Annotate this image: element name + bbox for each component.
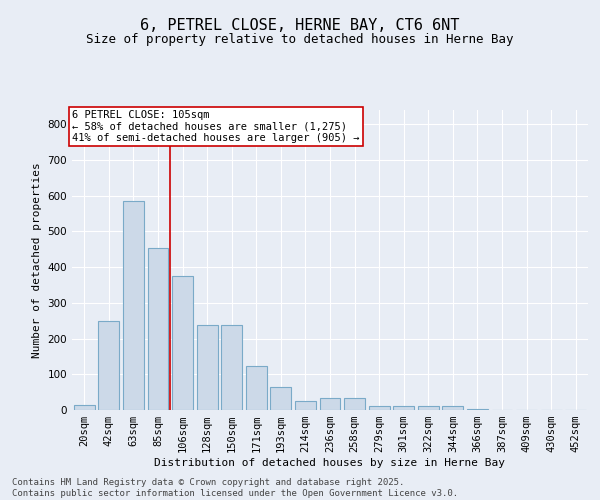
Bar xyxy=(368,406,389,410)
Bar xyxy=(418,406,439,410)
Text: Contains HM Land Registry data © Crown copyright and database right 2025.
Contai: Contains HM Land Registry data © Crown c… xyxy=(12,478,458,498)
Bar xyxy=(295,401,316,410)
X-axis label: Distribution of detached houses by size in Herne Bay: Distribution of detached houses by size … xyxy=(155,458,505,468)
Bar xyxy=(221,325,242,410)
Text: 6, PETREL CLOSE, HERNE BAY, CT6 6NT: 6, PETREL CLOSE, HERNE BAY, CT6 6NT xyxy=(140,18,460,32)
Text: Size of property relative to detached houses in Herne Bay: Size of property relative to detached ho… xyxy=(86,32,514,46)
Bar xyxy=(393,406,414,410)
Bar xyxy=(271,387,292,410)
Bar xyxy=(442,406,463,410)
Bar xyxy=(467,409,488,410)
Bar xyxy=(246,366,267,410)
Bar xyxy=(197,325,218,410)
Y-axis label: Number of detached properties: Number of detached properties xyxy=(32,162,42,358)
Bar xyxy=(123,201,144,410)
Bar xyxy=(74,404,95,410)
Bar xyxy=(98,322,119,410)
Bar xyxy=(320,398,340,410)
Text: 6 PETREL CLOSE: 105sqm
← 58% of detached houses are smaller (1,275)
41% of semi-: 6 PETREL CLOSE: 105sqm ← 58% of detached… xyxy=(72,110,359,143)
Bar xyxy=(344,398,365,410)
Bar xyxy=(172,276,193,410)
Bar xyxy=(148,248,169,410)
